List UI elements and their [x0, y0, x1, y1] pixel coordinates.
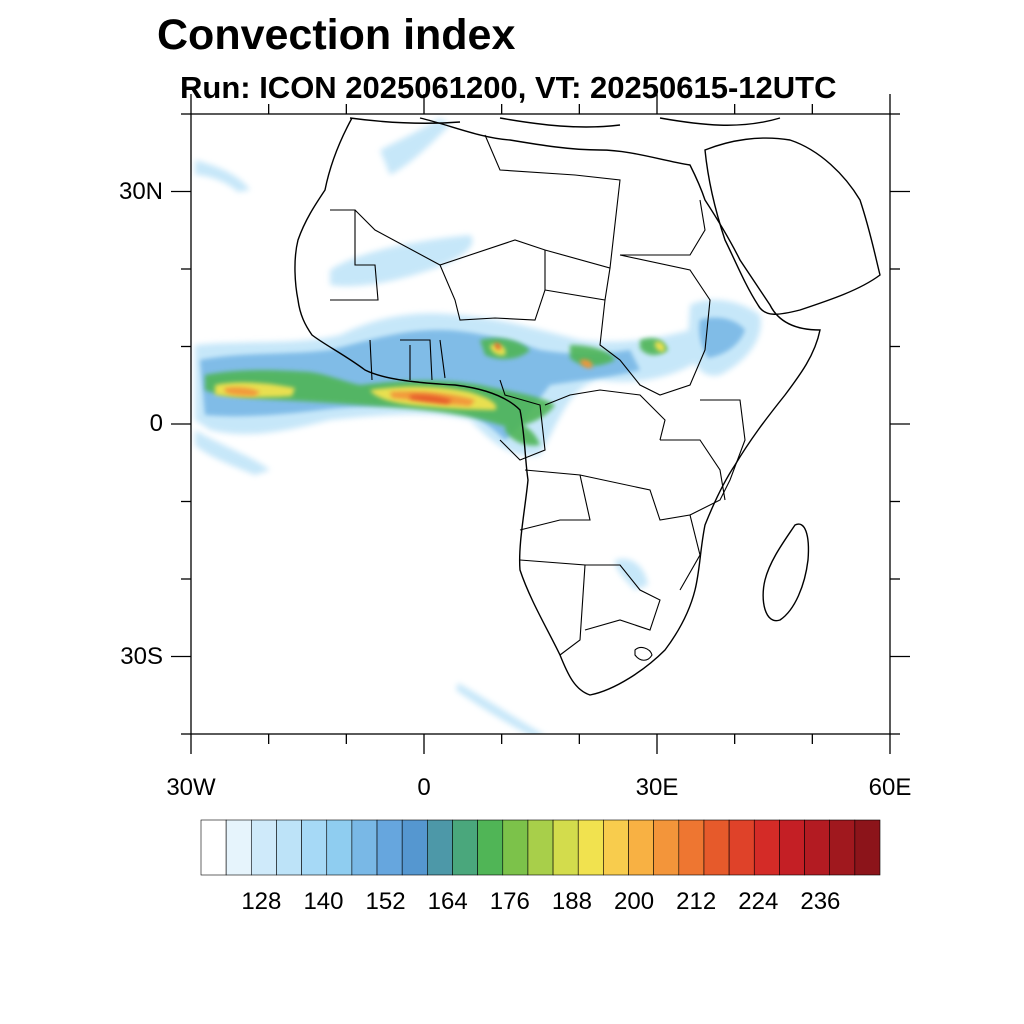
lat-label: 30N — [118, 177, 163, 205]
lat-label: 0 — [149, 410, 163, 437]
colorbar-swatch — [854, 819, 881, 876]
convection-area-equatorial-atlantic — [195, 430, 270, 475]
colorbar-label: 236 — [800, 888, 841, 915]
colorbar-label: 164 — [427, 888, 468, 915]
colorbar — [200, 819, 881, 876]
colorbar-label: 188 — [551, 888, 592, 915]
colorbar-swatch — [628, 819, 654, 876]
lat-label: 30S — [120, 642, 163, 670]
coastlines — [294, 117, 881, 696]
colorbar-swatch — [452, 819, 478, 876]
colorbar-swatch — [502, 819, 529, 876]
colorbar-swatch — [653, 819, 680, 876]
africa-coastline — [294, 117, 821, 696]
colorbar-swatch — [276, 819, 302, 876]
colorbar-swatch — [200, 819, 227, 876]
convection-area-south-atlantic-band — [456, 683, 544, 734]
chart-subtitle: Run: ICON 2025061200, VT: 20250615-12UTC — [180, 70, 837, 105]
colorbar-swatch — [427, 819, 453, 876]
lon-label: 30W — [166, 774, 216, 801]
colorbar-swatch — [552, 819, 579, 876]
colorbar-swatch — [376, 819, 403, 876]
colorbar-swatch — [351, 819, 378, 876]
colorbar-swatch — [250, 819, 277, 876]
convection-area-atlantic-northwest — [195, 160, 250, 192]
europe-coastline — [349, 117, 781, 128]
chart-title: Convection index — [157, 11, 516, 59]
colorbar-swatch — [527, 819, 554, 876]
convection-shading — [195, 118, 761, 734]
colorbar-label: 212 — [676, 888, 717, 915]
lon-label: 30E — [635, 774, 679, 801]
convection-area-sahara-streak-2 — [380, 118, 450, 175]
lon-label: 60E — [868, 774, 912, 801]
madagascar-coastline — [762, 523, 810, 622]
lon-label: 0 — [417, 774, 431, 801]
convection-area-zambia — [615, 558, 648, 590]
colorbar-label: 176 — [489, 888, 530, 915]
colorbar-swatch — [728, 819, 755, 876]
colorbar-swatch — [477, 819, 504, 876]
axis-ticks — [171, 94, 910, 754]
colorbar-swatch — [301, 819, 328, 876]
colorbar-swatch — [225, 819, 252, 876]
convection-area-sahara-streak-1 — [330, 235, 473, 287]
colorbar-swatch — [326, 819, 353, 876]
colorbar-label: 128 — [241, 888, 282, 915]
colorbar-label: 200 — [614, 888, 655, 915]
colorbar-swatch — [703, 819, 730, 876]
colorbar-swatch — [804, 819, 831, 876]
colorbar-swatch — [753, 819, 780, 876]
colorbar-label: 152 — [365, 888, 406, 915]
colorbar-swatch — [577, 819, 604, 876]
colorbar-swatch — [829, 819, 856, 876]
colorbar-swatch — [678, 819, 705, 876]
colorbar-swatch — [401, 819, 428, 876]
colorbar-label: 224 — [738, 888, 779, 915]
colorbar-swatch — [779, 819, 805, 876]
colorbar-swatch — [603, 819, 629, 876]
country-borders — [330, 134, 746, 661]
arabia-coastline — [704, 137, 881, 315]
colorbar-label: 140 — [303, 888, 344, 915]
